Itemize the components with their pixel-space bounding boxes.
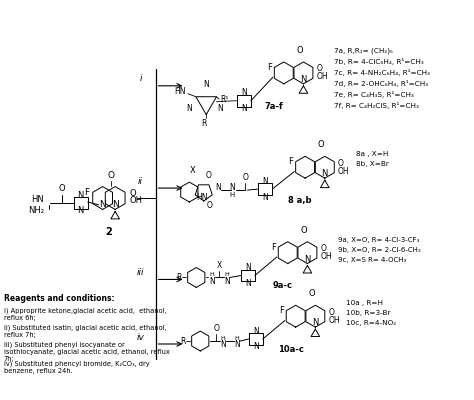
Text: HN: HN (196, 192, 208, 202)
Text: 10c, R=4-NO₂: 10c, R=4-NO₂ (346, 320, 396, 326)
Text: F: F (288, 157, 293, 166)
Text: O: O (320, 244, 326, 253)
Text: O: O (337, 159, 344, 168)
Text: N: N (78, 206, 84, 216)
Text: H: H (234, 336, 239, 340)
Text: N: N (253, 342, 259, 352)
Text: 9c, X=S R= 4-OCH₃: 9c, X=S R= 4-OCH₃ (338, 257, 406, 263)
Text: R¹: R¹ (220, 95, 228, 104)
Text: O: O (207, 201, 213, 210)
Text: H: H (229, 192, 235, 198)
Text: N: N (300, 75, 307, 84)
Text: F: F (271, 243, 276, 252)
Text: F: F (279, 306, 284, 315)
Text: O: O (206, 171, 211, 180)
Text: 2: 2 (106, 227, 112, 237)
Text: N: N (218, 104, 223, 113)
Text: F: F (267, 63, 272, 72)
Text: N: N (216, 182, 221, 192)
Text: i: i (139, 74, 142, 83)
Text: HN: HN (174, 87, 186, 96)
Text: O: O (59, 184, 65, 193)
Text: 10a-c: 10a-c (278, 345, 303, 354)
Text: O: O (318, 140, 324, 149)
Text: OH: OH (337, 167, 349, 176)
Text: N: N (186, 104, 192, 113)
Text: N: N (220, 340, 226, 350)
Text: R: R (180, 336, 185, 346)
Text: H: H (209, 272, 214, 277)
Text: N: N (112, 200, 118, 209)
Text: 8b, X=Br: 8b, X=Br (356, 161, 389, 167)
Text: H: H (220, 336, 225, 340)
Text: Reagents and conditions:: Reagents and conditions: (4, 294, 114, 303)
Text: N: N (312, 318, 319, 327)
Text: 7d, R= 2-OHC₆H₄, R¹=CH₃: 7d, R= 2-OHC₆H₄, R¹=CH₃ (334, 80, 428, 87)
Text: 8a , X=H: 8a , X=H (356, 151, 388, 157)
Text: iv: iv (137, 332, 145, 342)
Text: N: N (321, 169, 328, 178)
Text: R: R (201, 118, 207, 128)
Text: N: N (209, 277, 215, 286)
Text: i) Approprite ketone,glacial acetic acid,  ethanol,
reflux 6h;: i) Approprite ketone,glacial acetic acid… (4, 307, 166, 321)
Text: N: N (203, 80, 209, 89)
Text: O: O (213, 324, 219, 333)
Text: F: F (84, 188, 89, 197)
Text: O: O (108, 171, 115, 180)
Text: X: X (217, 260, 222, 270)
Text: OH: OH (328, 316, 340, 325)
Text: N: N (229, 182, 235, 192)
Text: OH: OH (320, 252, 332, 261)
Text: OH: OH (316, 72, 328, 81)
Text: 7e, R= C₄H₃S, R¹=CH₃: 7e, R= C₄H₃S, R¹=CH₃ (334, 91, 414, 98)
Text: N: N (263, 192, 268, 202)
Text: OH: OH (129, 196, 143, 206)
Text: HN: HN (31, 196, 44, 204)
Text: N: N (78, 190, 84, 200)
Text: 9a, X=O, R= 4-Cl-3-CF₃: 9a, X=O, R= 4-Cl-3-CF₃ (338, 237, 419, 243)
Text: 9a-c: 9a-c (273, 282, 292, 290)
Text: 8 a,b: 8 a,b (288, 196, 312, 205)
Text: O: O (129, 188, 136, 198)
Text: O: O (308, 289, 315, 298)
Text: 7b, R= 4-ClC₆H₄, R¹=CH₃: 7b, R= 4-ClC₆H₄, R¹=CH₃ (334, 58, 424, 65)
Text: 7f, R= C₄H₂ClS, R¹=CH₃: 7f, R= C₄H₂ClS, R¹=CH₃ (334, 102, 419, 109)
Text: 10a , R=H: 10a , R=H (346, 300, 383, 306)
Text: O: O (300, 226, 307, 235)
Text: O: O (328, 308, 334, 317)
Text: N: N (304, 255, 310, 264)
Text: ii) Substituted isatin, glacial acetic acid, ethanol,
reflux 7h;: ii) Substituted isatin, glacial acetic a… (4, 324, 166, 338)
Text: 7a-f: 7a-f (264, 102, 283, 111)
Text: N: N (99, 200, 106, 209)
Text: N: N (241, 88, 247, 97)
Text: 7c, R= 4-NH₂C₆H₄, R¹=CH₃: 7c, R= 4-NH₂C₆H₄, R¹=CH₃ (334, 69, 430, 76)
Text: 9b, X=O, R= 2-Cl-6-CH₃: 9b, X=O, R= 2-Cl-6-CH₃ (338, 247, 421, 253)
Text: NH₂: NH₂ (28, 206, 44, 216)
Text: iii: iii (137, 268, 145, 277)
Text: H: H (224, 272, 229, 277)
Text: N: N (234, 340, 240, 350)
Text: iii) Substituted phenyl isocyanate or
isothiocyanate, glacial acetic acid, ethan: iii) Substituted phenyl isocyanate or is… (4, 341, 169, 362)
Text: O: O (296, 46, 303, 55)
Text: iv) Substituted phencyl bromide, K₂CO₃, dry
benzene, reflux 24h.: iv) Substituted phencyl bromide, K₂CO₃, … (4, 361, 149, 374)
Text: N: N (224, 277, 230, 286)
Text: R: R (176, 273, 182, 282)
Text: N: N (245, 279, 251, 288)
Text: 10b, R=3-Br: 10b, R=3-Br (346, 310, 391, 316)
Text: N: N (241, 104, 247, 113)
Text: N: N (245, 263, 251, 272)
Text: N: N (253, 326, 259, 336)
Text: O: O (243, 173, 248, 182)
Text: X: X (190, 166, 195, 175)
Text: N: N (263, 177, 268, 186)
Text: O: O (316, 64, 322, 74)
Text: ii: ii (138, 177, 143, 186)
Text: 7a, R,R₁= (CH₂)₅: 7a, R,R₁= (CH₂)₅ (334, 47, 393, 54)
